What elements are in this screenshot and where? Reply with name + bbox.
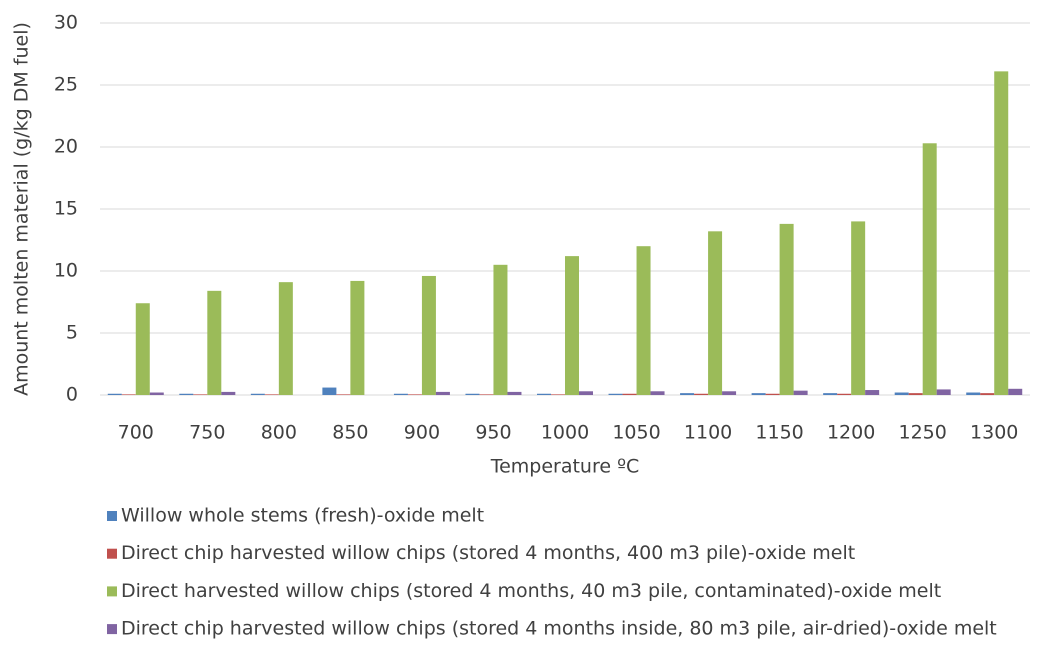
bar <box>622 393 637 395</box>
bar <box>149 392 164 395</box>
y-tick-label: 20 <box>54 136 78 158</box>
legend-swatch <box>107 624 117 635</box>
bar <box>193 394 208 395</box>
legend-label: Direct chip harvested willow chips (stor… <box>121 618 997 640</box>
bar <box>823 393 838 395</box>
x-tick-label: 900 <box>404 422 440 444</box>
legend-swatch <box>107 511 117 521</box>
y-tick-label: 5 <box>66 322 78 344</box>
legend-label: Direct harvested willow chips (stored 4 … <box>121 580 941 602</box>
x-tick-label: 1000 <box>541 422 589 444</box>
y-tick-label: 15 <box>54 198 78 220</box>
bar <box>722 391 737 395</box>
bar <box>779 223 794 395</box>
bar <box>465 393 480 395</box>
bar <box>851 221 866 395</box>
bar <box>322 387 337 395</box>
x-tick-label: 1250 <box>899 422 947 444</box>
legend-label: Willow whole stems (fresh)-oxide melt <box>121 505 484 527</box>
bar <box>493 264 508 395</box>
bar <box>393 393 408 395</box>
x-axis-label: Temperature ºC <box>490 456 640 478</box>
x-tick-label: 800 <box>261 422 297 444</box>
bar <box>537 393 551 395</box>
bar <box>350 280 365 395</box>
y-tick-label: 25 <box>54 74 78 96</box>
x-tick-label: 750 <box>189 422 225 444</box>
bar <box>636 246 651 395</box>
legend-swatch <box>107 586 117 597</box>
bar <box>936 389 951 395</box>
bar <box>207 290 222 395</box>
bar <box>336 394 351 395</box>
bar <box>608 393 623 395</box>
x-tick-label: 700 <box>118 422 154 444</box>
bar <box>121 394 136 395</box>
y-tick-label: 30 <box>54 12 78 34</box>
bar <box>793 390 808 395</box>
x-tick-label: 1150 <box>755 422 803 444</box>
bar <box>135 303 150 395</box>
bar <box>837 393 852 395</box>
bar <box>765 393 780 395</box>
x-tick-label: 1100 <box>684 422 732 444</box>
bar <box>980 393 995 395</box>
y-tick-label: 10 <box>54 260 78 282</box>
bar <box>250 393 265 395</box>
bar <box>551 394 565 395</box>
x-tick-label: 1300 <box>970 422 1018 444</box>
bar <box>1008 388 1023 395</box>
x-tick-label: 1200 <box>827 422 875 444</box>
y-axis-label: Amount molten material (g/kg DM fuel) <box>11 22 33 396</box>
bar <box>579 391 593 395</box>
legend-label: Direct chip harvested willow chips (stor… <box>121 542 855 564</box>
bar <box>479 394 494 395</box>
y-tick-label: 0 <box>66 384 78 406</box>
bar <box>751 393 766 395</box>
bar <box>994 71 1009 396</box>
bar <box>908 393 923 395</box>
bar <box>922 143 937 395</box>
x-tick-label: 950 <box>475 422 511 444</box>
x-tick-label: 1050 <box>612 422 660 444</box>
bar <box>435 391 450 395</box>
bar <box>179 393 194 395</box>
bar <box>708 231 723 395</box>
bar <box>894 392 909 395</box>
bar <box>565 256 579 395</box>
bar <box>650 391 665 395</box>
bar <box>264 394 279 395</box>
bar <box>966 392 981 395</box>
bar <box>407 394 422 395</box>
bar <box>107 393 122 395</box>
legend-swatch <box>107 548 117 559</box>
bar <box>221 391 236 395</box>
bar <box>421 275 436 395</box>
bar <box>680 393 695 395</box>
bar <box>865 390 880 395</box>
bar <box>694 393 709 395</box>
bar <box>278 282 293 395</box>
bar <box>507 391 522 395</box>
x-tick-label: 850 <box>332 422 368 444</box>
